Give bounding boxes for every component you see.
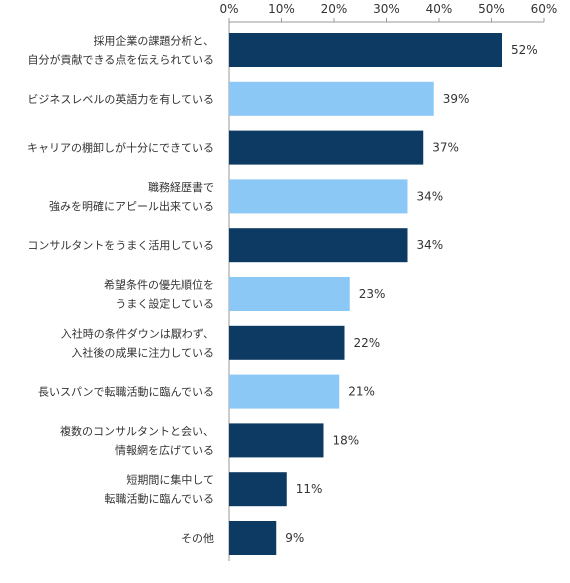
category-label: 情報網を広げている <box>115 443 214 457</box>
value-label: 37% <box>432 141 459 155</box>
category-label: 入社時の条件ダウンは厭わず、 <box>61 326 214 340</box>
x-tick-label: 20% <box>321 2 348 16</box>
value-label: 34% <box>417 189 444 203</box>
category-label: ビジネスレベルの英語力を有している <box>27 92 214 106</box>
category-label: 短期間に集中して <box>126 473 214 487</box>
x-tick-label: 0% <box>219 2 238 16</box>
category-label: 強みを明確にアピール出来ている <box>49 199 214 213</box>
category-label: その他 <box>181 532 214 545</box>
bars <box>229 33 502 555</box>
category-label: うまく設定している <box>115 297 214 311</box>
bar <box>229 81 434 116</box>
value-label: 52% <box>511 43 538 57</box>
bar <box>229 374 340 409</box>
value-label: 18% <box>333 433 360 447</box>
value-label: 34% <box>417 238 444 252</box>
bar <box>229 472 287 507</box>
category-label: 職務経歴書で <box>148 180 214 194</box>
x-tick-label: 50% <box>478 2 505 16</box>
category-label: 希望条件の優先順位を <box>104 278 214 292</box>
value-label: 22% <box>354 336 381 350</box>
x-tick-label: 30% <box>373 2 400 16</box>
category-labels: 採用企業の課題分析と、自分が貢献できる点を伝えられているビジネスレベルの英語力を… <box>27 34 214 546</box>
category-label: コンサルタントをうまく活用している <box>27 239 214 252</box>
bar <box>229 130 424 165</box>
value-labels: 52% 39% 37% 34% 34% 23% 22% 21% 18% 11% 9% <box>285 43 537 545</box>
value-label: 23% <box>359 287 386 301</box>
bar <box>229 179 408 214</box>
x-tick-label: 10% <box>268 2 295 16</box>
bar <box>229 33 502 67</box>
value-label: 21% <box>348 385 375 399</box>
category-label: キャリアの棚卸しが十分にできている <box>27 141 214 155</box>
category-label: 複数のコンサルタントと会い、 <box>60 424 214 438</box>
category-label: 入社後の成果に注力している <box>71 345 214 359</box>
value-label: 39% <box>443 92 470 106</box>
x-tick-label: 60% <box>531 2 558 16</box>
bar <box>229 277 350 311</box>
bar <box>229 521 277 555</box>
bar <box>229 325 345 360</box>
category-label: 長いスパンで転職活動に臨んでいる <box>38 385 214 399</box>
category-label: 転職活動に臨んでいる <box>105 492 214 506</box>
value-label: 9% <box>285 531 304 545</box>
bar <box>229 423 324 458</box>
x-tick-label: 40% <box>426 2 453 16</box>
bar <box>229 228 408 263</box>
category-label: 自分が貢献できる点を伝えられている <box>28 53 214 67</box>
category-label: 採用企業の課題分析と、 <box>93 34 214 48</box>
value-label: 11% <box>296 482 323 496</box>
